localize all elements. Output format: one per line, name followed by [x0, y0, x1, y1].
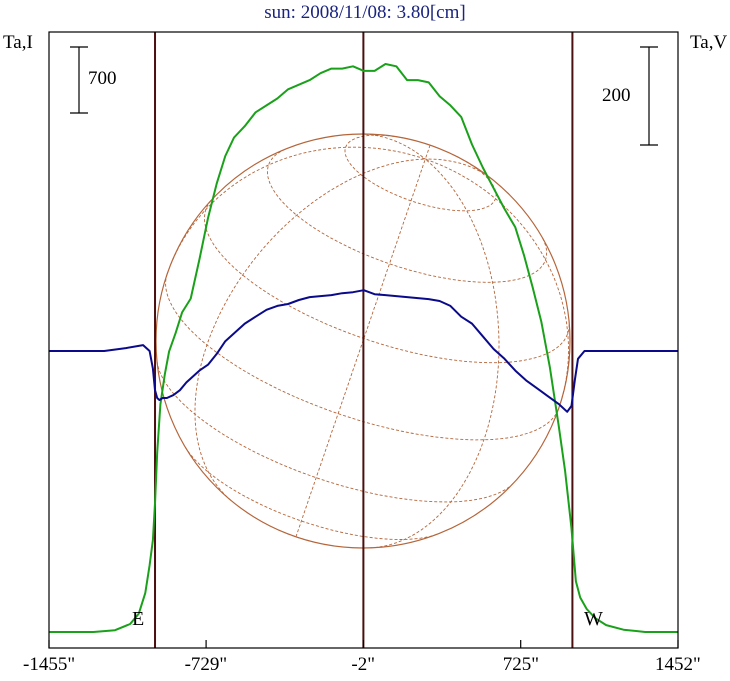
west-limb-label: W: [584, 608, 603, 630]
left-axis-label: Ta,I: [3, 32, 33, 53]
plot-frame: [48, 31, 679, 649]
latitude-line: [267, 148, 548, 283]
latitude-line: [165, 273, 560, 441]
polarization-curve: [49, 289, 678, 413]
right-scale-label: 200: [602, 85, 631, 106]
vertical-markers: [154, 32, 574, 648]
longitude-line: [425, 158, 569, 409]
longitude-line: [166, 146, 426, 275]
longitude-line: [369, 158, 500, 549]
latitude-line: [184, 446, 439, 540]
x-tick-label: 1452": [655, 654, 701, 675]
longitude-line: [194, 158, 426, 501]
latitude-line: [156, 361, 514, 503]
x-tick-label: 725": [502, 654, 539, 675]
longitude-line: [424, 144, 431, 160]
longitude-line: [360, 133, 426, 160]
latitude-line: [277, 529, 315, 543]
x-tick-label: -729": [184, 654, 228, 675]
series-lines: [49, 63, 678, 633]
right-axis-label: Ta,V: [690, 32, 728, 53]
longitude-line: [295, 158, 426, 538]
intensity-curve: [49, 63, 678, 633]
chart-title: sun: 2008/11/08: 3.80[cm]: [264, 2, 466, 23]
longitude-line: [425, 158, 493, 180]
x-tick-label: -1455": [23, 654, 76, 675]
scale-bars: [70, 46, 658, 146]
left-scale-label: 700: [88, 68, 117, 89]
east-limb-label: E: [132, 608, 145, 630]
x-tick-label: -2": [351, 654, 375, 675]
